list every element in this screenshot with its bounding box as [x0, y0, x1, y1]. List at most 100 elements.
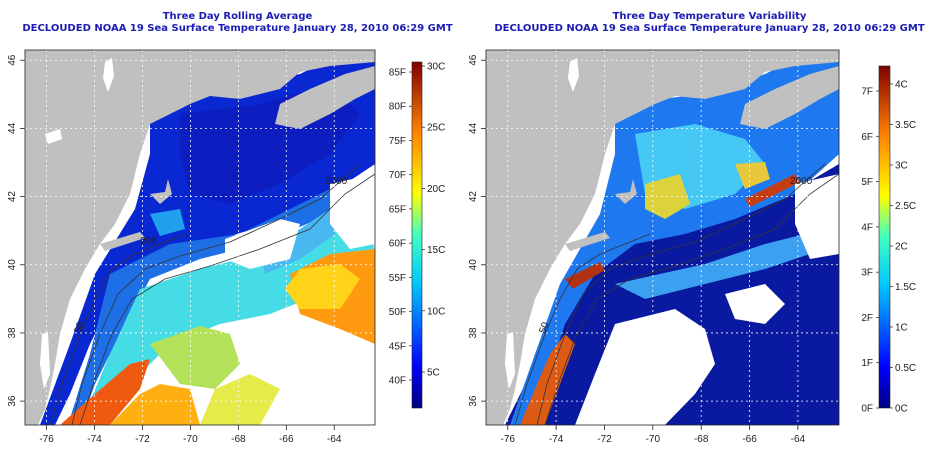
isobath-label: 50 — [72, 320, 86, 335]
colorbar-labels: 7F 6F 5F 4F 3F 2F 1F 0F 4C 3.5C 3C 2.5C 2C 1.5C 1C 0.5C… — [861, 80, 916, 415]
map-frame — [24, 49, 376, 426]
long-island-land — [565, 232, 610, 251]
gulf-stream-core — [110, 384, 200, 425]
fahrenheit-label: 4F — [861, 222, 873, 233]
fahrenheit-label: 60F — [389, 239, 406, 250]
fahrenheit-label: 1F — [861, 358, 873, 369]
longitude-tick-label: -68 — [694, 434, 709, 445]
cape-cod-land — [150, 179, 172, 204]
fahrenheit-label: 55F — [389, 273, 406, 284]
fahrenheit-label: 3F — [861, 268, 873, 279]
left-map-subtitle: DECLOUDED NOAA 19 Sea Surface Temperatur… — [22, 23, 453, 34]
latitude-tick-label: 44 — [7, 122, 18, 134]
fahrenheit-label: 80F — [389, 102, 406, 113]
celsius-label: 25C — [427, 123, 445, 134]
right-map-title: Three Day Temperature Variability — [612, 11, 807, 22]
celsius-label: 30C — [427, 62, 445, 73]
celsius-label: 2.5C — [895, 201, 916, 212]
latitude-tick-label: 46 — [468, 54, 479, 66]
colorbar-labels: 85F 80F 75F 70F 65F 60F 55F 50F 45F 40F 30C 25C 20C 1… — [389, 62, 446, 387]
variability-colorbar — [878, 65, 891, 409]
longitude-tick-label: -66 — [279, 434, 294, 445]
celsius-label: 1.5C — [895, 282, 916, 293]
lake — [103, 58, 114, 92]
isobath-2000m — [79, 173, 375, 425]
celsius-label: 0.5C — [895, 363, 916, 374]
celsius-label: 3C — [895, 161, 908, 172]
variability-shelf — [510, 54, 839, 425]
latitude-tick-label: 36 — [468, 395, 479, 407]
longitude-tick-label: -72 — [597, 434, 612, 445]
celsius-label: 5C — [427, 368, 440, 379]
isobath-200m — [71, 163, 361, 425]
longitude-tick-label: -72 — [135, 434, 150, 445]
longitude-tick-label: -76 — [501, 434, 516, 445]
map-axes: -76 -74 -72 -70 -68 -66 -64 46 44 42 40 38 36 — [468, 54, 806, 445]
nantucket-shoals-water — [150, 209, 185, 236]
shelf-edge-water — [68, 184, 340, 425]
isobath-label: 2000 — [790, 176, 813, 187]
long-island-land — [100, 232, 145, 251]
temperature-colorbar — [411, 61, 423, 409]
nova-scotia-land — [740, 66, 839, 129]
celsius-label: 0C — [895, 404, 908, 415]
cloud-patch — [725, 284, 785, 324]
longitude-tick-label: -68 — [231, 434, 246, 445]
celsius-label: 3.5C — [895, 120, 916, 131]
fahrenheit-label: 40F — [389, 376, 406, 387]
graticule — [25, 50, 375, 425]
isobath-50m — [49, 233, 186, 425]
sst-variability-map: 2000 50 -76 -74 -72 -70 -68 -66 -64 46 44 42 40 38 3… — [468, 49, 916, 445]
latitude-tick-label: 40 — [468, 259, 479, 271]
longitude-tick-label: -74 — [549, 434, 564, 445]
isobath-label: 50 — [537, 320, 551, 335]
moderate-variability — [615, 234, 810, 299]
celsius-label: 15C — [427, 245, 445, 256]
sst-average-map: 200 2000 50 -76 -74 -72 -70 -68 -66 -64 46 44 42 4… — [7, 49, 446, 445]
cloud-patch — [330, 174, 375, 249]
fahrenheit-label: 6F — [861, 132, 873, 143]
left-map-title: Three Day Rolling Average — [162, 11, 313, 22]
longitude-tick-label: -64 — [791, 434, 806, 445]
land-mass — [25, 50, 375, 425]
isobath-2000m — [544, 173, 839, 425]
warm-offshore-water — [200, 374, 280, 425]
celsius-label: 2C — [895, 242, 908, 253]
isobath-50m — [514, 233, 651, 425]
map-frame — [485, 49, 840, 426]
high-variability-patch — [735, 162, 770, 189]
cloud-patch — [225, 219, 300, 269]
cloud-patch — [795, 174, 839, 259]
fahrenheit-label: 70F — [389, 170, 406, 181]
low-variability-water — [505, 164, 839, 425]
longitude-tick-label: -70 — [646, 434, 661, 445]
longitude-tick-label: -76 — [39, 434, 54, 445]
chesapeake-bay — [40, 332, 50, 389]
gulf-stream-core — [60, 359, 150, 425]
fahrenheit-label: 7F — [861, 87, 873, 98]
gulf-stream-water — [285, 264, 360, 309]
longitude-tick-label: -70 — [183, 434, 198, 445]
nova-scotia-land — [275, 66, 375, 129]
warm-eddy-water — [150, 326, 240, 389]
longitude-tick-label: -66 — [742, 434, 757, 445]
fahrenheit-label: 45F — [389, 341, 406, 352]
latitude-tick-label: 36 — [7, 395, 18, 407]
latitude-tick-label: 44 — [468, 122, 479, 134]
lake — [568, 58, 579, 92]
isobath-200m — [536, 163, 826, 425]
isobath-label: 200 — [140, 236, 157, 247]
cape-cod-land — [615, 179, 637, 204]
graticule — [486, 50, 839, 425]
latitude-tick-label: 46 — [7, 54, 18, 66]
fahrenheit-label: 75F — [389, 136, 406, 147]
fahrenheit-label: 5F — [861, 177, 873, 188]
fahrenheit-label: 50F — [389, 307, 406, 318]
land-mass — [486, 50, 839, 425]
celsius-label: 10C — [427, 306, 445, 317]
fahrenheit-label: 2F — [861, 313, 873, 324]
latitude-tick-label: 38 — [468, 327, 479, 339]
front-variability — [565, 262, 605, 289]
celsius-label: 1C — [895, 323, 908, 334]
lake — [45, 129, 62, 144]
